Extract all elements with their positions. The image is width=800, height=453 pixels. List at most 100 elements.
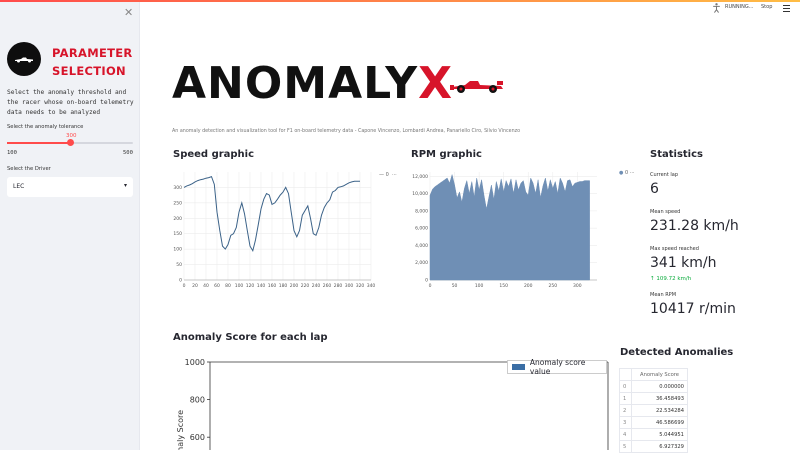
rpm-legend: ● 0 ··· <box>619 170 635 176</box>
y-tick-label: 0 <box>425 278 428 284</box>
detected-anomalies-heading: Detected Anomalies <box>620 347 733 358</box>
max-speed-value: 341 km/h <box>650 255 717 271</box>
tolerance-label: Select the anomaly tolerance <box>7 124 83 130</box>
mean-rpm-value: 10417 r/min <box>650 301 736 317</box>
y-tick-label: 8,000 <box>415 208 428 214</box>
anomaly-legend: Anomaly score value <box>507 360 607 374</box>
table-row-index: 3 <box>620 417 632 429</box>
table-row-score: 22.534284 <box>632 405 688 417</box>
y-tick-label: 800 <box>190 396 205 405</box>
stop-button[interactable]: Stop <box>761 4 772 10</box>
slider-min: 100 <box>7 150 17 156</box>
table-row-score: 5.044951 <box>632 429 688 441</box>
x-tick-label: 340 <box>367 283 375 289</box>
y-tick-label: 200 <box>173 216 182 222</box>
hamburger-icon[interactable] <box>783 5 790 14</box>
sidebar-title-line1: PARAMETER <box>52 44 136 62</box>
x-tick-label: 200 <box>290 283 299 289</box>
table-row-score: 0.000000 <box>632 381 688 393</box>
sidebar: ✕ PARAMETER SELECTION Select the anomaly… <box>0 2 140 450</box>
x-tick-label: 280 <box>334 283 343 289</box>
x-tick-label: 240 <box>312 283 321 289</box>
y-tick-label: 6,000 <box>415 226 428 232</box>
y-tick-label: 150 <box>173 231 182 237</box>
table-column-header: Anomaly Score <box>632 369 688 381</box>
chevron-down-icon: ▾ <box>124 182 127 189</box>
x-tick-label: 300 <box>573 283 582 289</box>
app-title-x: X <box>418 58 453 109</box>
x-tick-label: 80 <box>225 283 231 289</box>
table-row-index: 4 <box>620 429 632 441</box>
app-title: ANOMALYX <box>172 58 453 110</box>
table-row-index: 5 <box>620 441 632 453</box>
table-row-score: 6.927329 <box>632 441 688 453</box>
app-title-text: ANOMALY <box>172 58 418 109</box>
x-tick-label: 200 <box>524 283 533 289</box>
table-row-index: 0 <box>620 381 632 393</box>
anomaly-legend-label: Anomaly score value <box>530 358 602 376</box>
mean-speed-label: Mean speed <box>650 209 680 215</box>
y-tick-label: 4,000 <box>415 243 428 249</box>
y-tick-label: 250 <box>173 200 182 206</box>
f1-car-logo <box>7 42 41 76</box>
y-axis-label: Anomaly Score <box>176 410 185 450</box>
x-tick-label: 120 <box>246 283 255 289</box>
mean-speed-value: 231.28 km/h <box>650 218 739 234</box>
speed-legend-label: 0 <box>386 172 389 178</box>
table-row-score: 46.586699 <box>632 417 688 429</box>
y-tick-label: 2,000 <box>415 260 428 266</box>
y-tick-label: 100 <box>173 247 182 253</box>
y-tick-label: 12,000 <box>412 174 428 180</box>
arrow-up-icon: ↑ <box>650 276 655 282</box>
tolerance-slider[interactable] <box>7 142 133 144</box>
driver-label: Select the Driver <box>7 166 51 172</box>
x-tick-label: 300 <box>345 283 354 289</box>
rpm-legend-label: 0 <box>625 170 628 176</box>
f1-car-icon <box>449 76 505 94</box>
running-status: RUNNING... <box>725 4 753 10</box>
slider-thumb[interactable] <box>67 139 74 146</box>
slider-fill <box>7 142 70 144</box>
x-tick-label: 0 <box>183 283 186 289</box>
subtitle: An anomaly detection and visualization t… <box>172 129 520 134</box>
x-tick-label: 60 <box>214 283 220 289</box>
current-lap-label: Current lap <box>650 172 678 178</box>
x-tick-label: 320 <box>356 283 365 289</box>
x-tick-label: 140 <box>257 283 266 289</box>
f1-car-icon <box>14 54 34 64</box>
table-index-header <box>620 369 632 381</box>
slider-max: 500 <box>123 150 133 156</box>
close-icon[interactable]: ✕ <box>124 6 133 19</box>
y-tick-label: 50 <box>176 262 182 268</box>
table-row-index: 2 <box>620 405 632 417</box>
table-row-index: 1 <box>620 393 632 405</box>
statistics-heading: Statistics <box>650 149 703 160</box>
max-speed-delta-value: 109.72 km/h <box>656 276 691 282</box>
y-tick-label: 600 <box>190 433 205 442</box>
x-tick-label: 20 <box>192 283 198 289</box>
x-tick-label: 50 <box>452 283 458 289</box>
sidebar-title: PARAMETER SELECTION <box>52 44 136 80</box>
y-tick-label: 300 <box>173 185 182 191</box>
driver-select[interactable]: LEC ▾ <box>7 177 133 197</box>
table-row-score: 36.458493 <box>632 393 688 405</box>
driver-select-value: LEC <box>13 183 24 190</box>
rpm-chart-heading: RPM graphic <box>411 149 482 160</box>
x-tick-label: 0 <box>429 283 432 289</box>
sidebar-description: Select the anomaly threshold and the rac… <box>7 88 137 118</box>
x-tick-label: 260 <box>323 283 332 289</box>
x-tick-label: 180 <box>279 283 288 289</box>
x-tick-label: 150 <box>499 283 508 289</box>
x-tick-label: 40 <box>203 283 209 289</box>
x-tick-label: 100 <box>475 283 484 289</box>
max-speed-label: Max speed reached <box>650 246 699 252</box>
